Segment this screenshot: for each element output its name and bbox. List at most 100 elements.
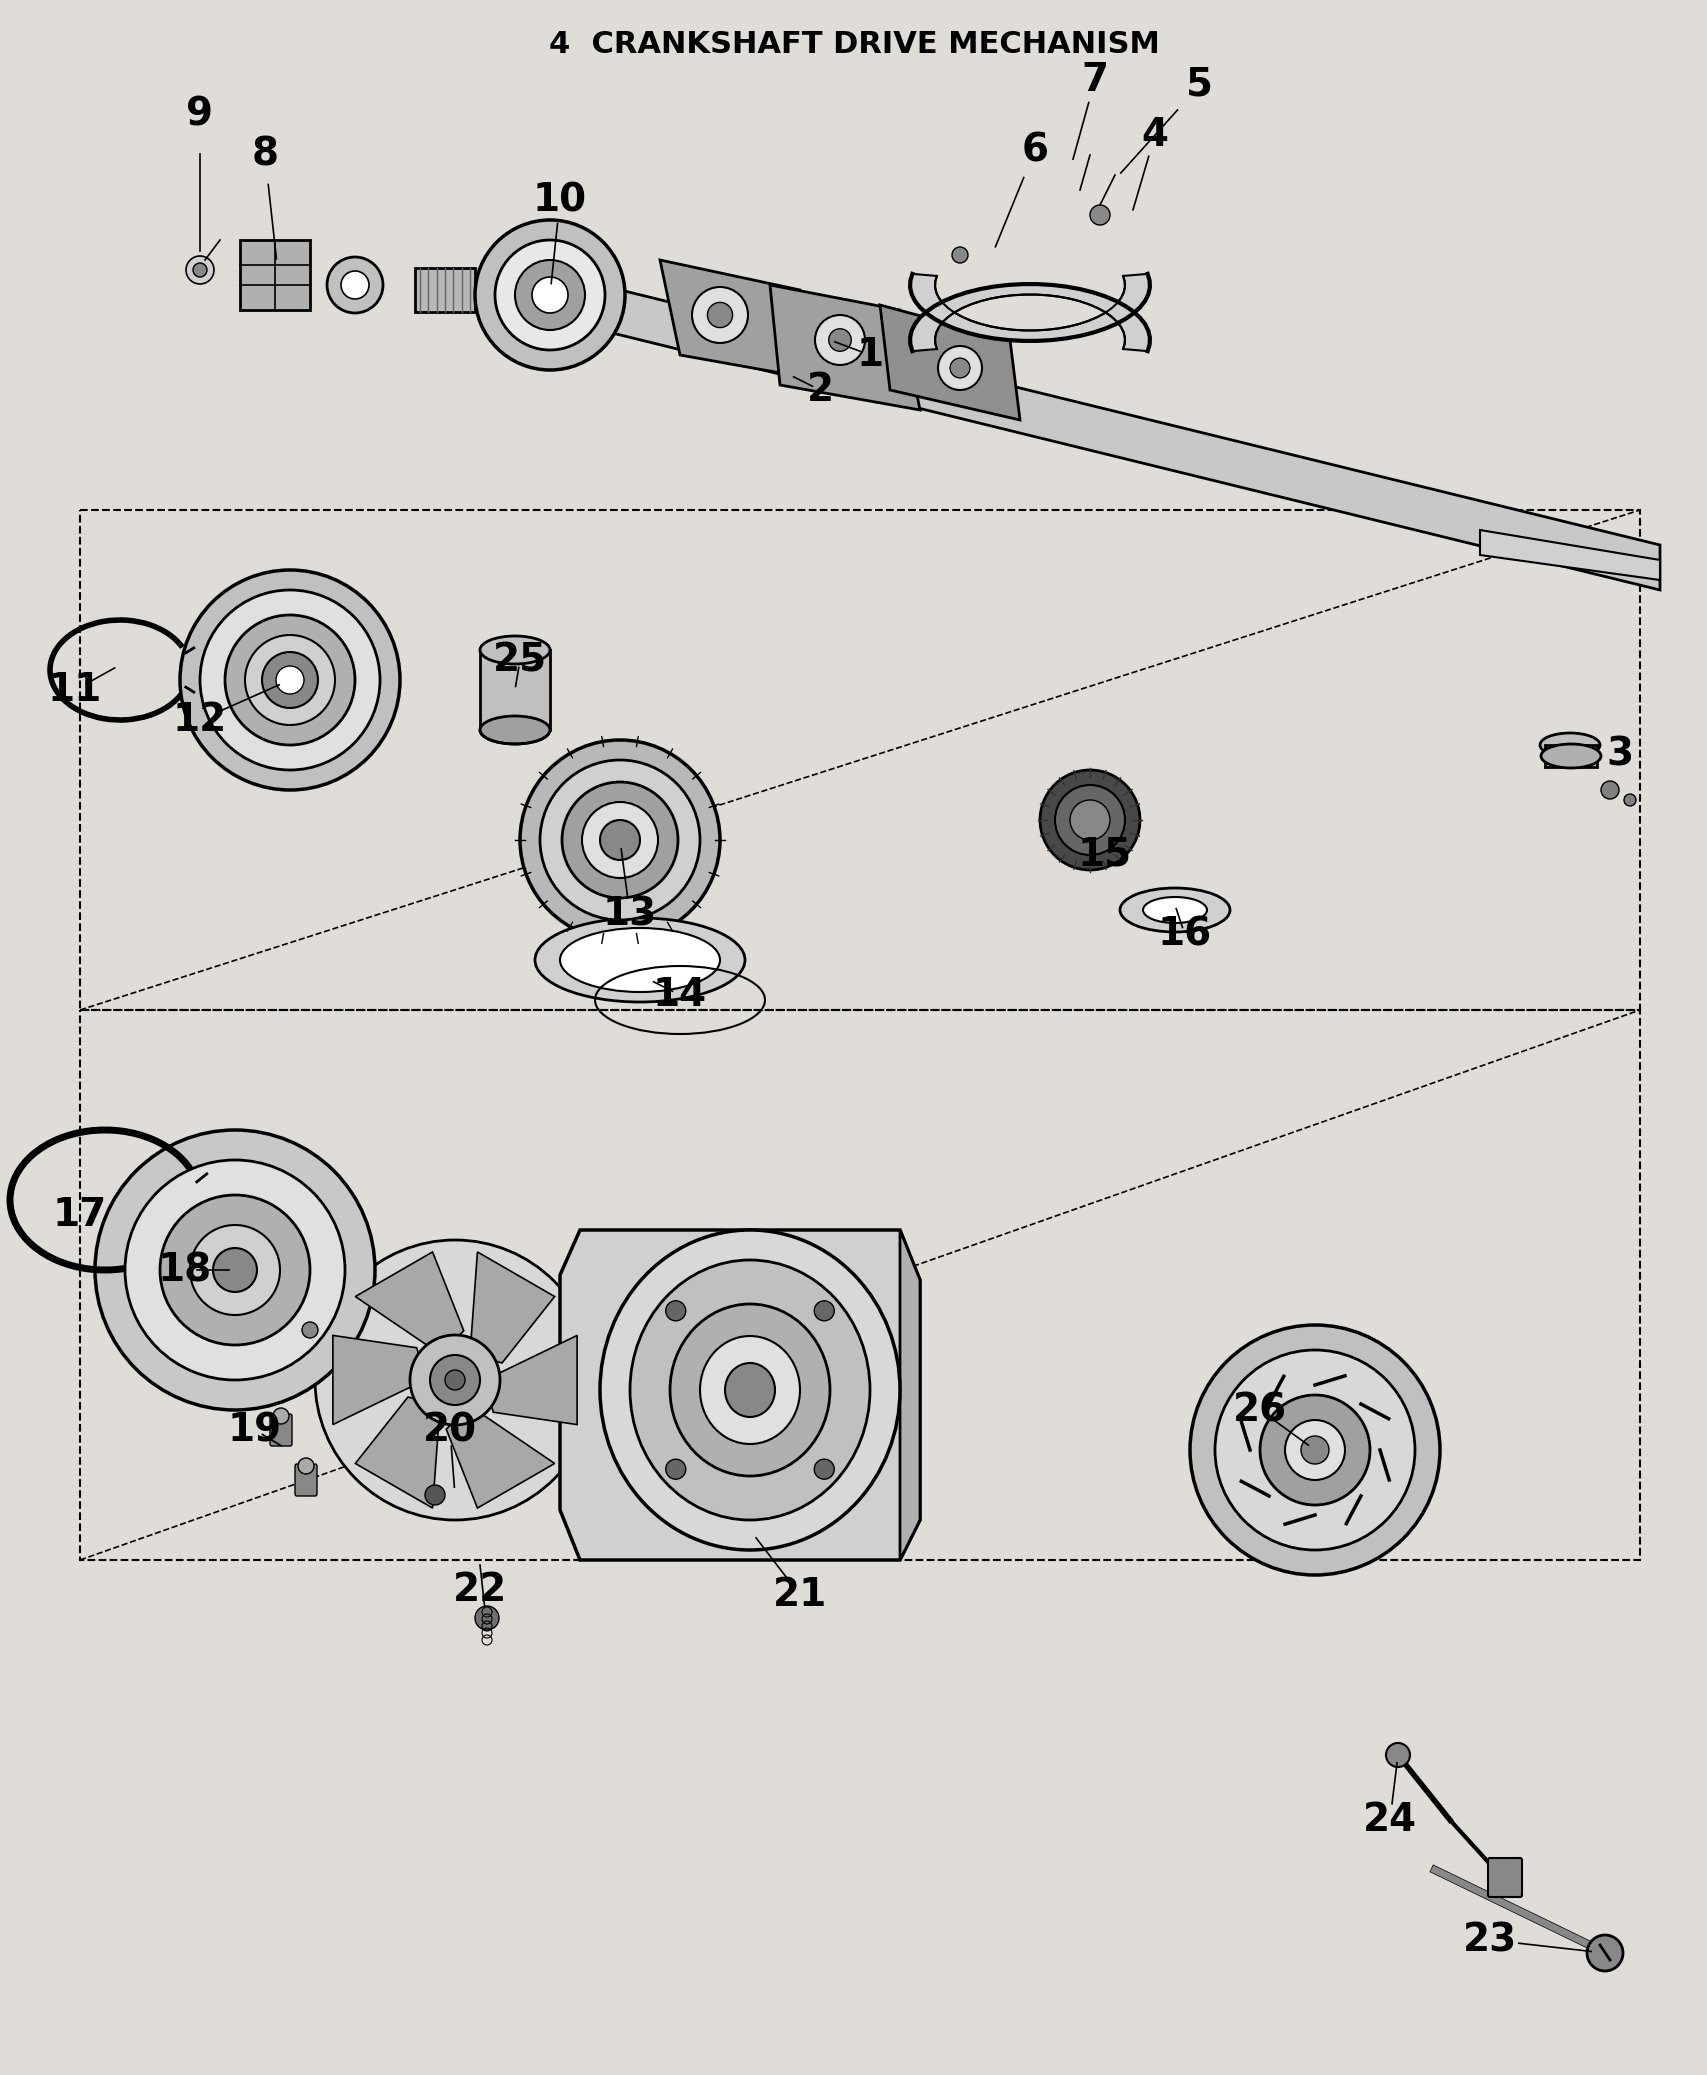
Ellipse shape bbox=[125, 1160, 345, 1380]
Text: 3: 3 bbox=[1606, 737, 1632, 774]
Circle shape bbox=[297, 1459, 314, 1473]
FancyBboxPatch shape bbox=[480, 649, 550, 730]
Circle shape bbox=[446, 1370, 464, 1390]
Text: 5: 5 bbox=[1186, 66, 1212, 104]
FancyBboxPatch shape bbox=[295, 1465, 318, 1496]
Ellipse shape bbox=[630, 1260, 869, 1521]
Text: 25: 25 bbox=[493, 641, 546, 679]
Circle shape bbox=[1089, 205, 1110, 224]
Ellipse shape bbox=[430, 1355, 480, 1405]
Ellipse shape bbox=[1540, 732, 1599, 757]
Ellipse shape bbox=[160, 1195, 309, 1345]
Ellipse shape bbox=[560, 928, 720, 992]
Circle shape bbox=[949, 359, 970, 378]
Text: 7: 7 bbox=[1081, 60, 1108, 100]
Text: 1: 1 bbox=[855, 336, 883, 374]
Text: 6: 6 bbox=[1021, 131, 1048, 168]
Ellipse shape bbox=[700, 1336, 799, 1444]
Polygon shape bbox=[355, 1251, 464, 1355]
Circle shape bbox=[814, 1459, 833, 1479]
Text: 24: 24 bbox=[1362, 1801, 1417, 1838]
Polygon shape bbox=[1480, 529, 1659, 581]
Text: 17: 17 bbox=[53, 1195, 108, 1235]
Polygon shape bbox=[770, 284, 920, 411]
Ellipse shape bbox=[480, 637, 550, 664]
Polygon shape bbox=[333, 1336, 425, 1426]
Polygon shape bbox=[910, 274, 1149, 340]
Ellipse shape bbox=[261, 652, 318, 708]
Text: 23: 23 bbox=[1461, 1921, 1516, 1959]
Polygon shape bbox=[355, 1396, 440, 1509]
Polygon shape bbox=[910, 284, 1149, 351]
Ellipse shape bbox=[277, 666, 304, 693]
Polygon shape bbox=[446, 1407, 555, 1509]
Text: 26: 26 bbox=[1232, 1390, 1287, 1430]
Circle shape bbox=[302, 1322, 318, 1338]
Text: 14: 14 bbox=[652, 975, 707, 1015]
Ellipse shape bbox=[1284, 1419, 1343, 1479]
Ellipse shape bbox=[1260, 1394, 1369, 1504]
Circle shape bbox=[666, 1459, 685, 1479]
Ellipse shape bbox=[562, 782, 678, 898]
Text: 4  CRANKSHAFT DRIVE MECHANISM: 4 CRANKSHAFT DRIVE MECHANISM bbox=[548, 29, 1159, 58]
Ellipse shape bbox=[599, 1230, 900, 1550]
Circle shape bbox=[186, 255, 213, 284]
Polygon shape bbox=[469, 1251, 555, 1363]
Circle shape bbox=[1599, 780, 1618, 799]
Ellipse shape bbox=[669, 1303, 830, 1475]
Circle shape bbox=[828, 328, 850, 351]
Circle shape bbox=[707, 303, 732, 328]
Ellipse shape bbox=[1142, 896, 1207, 923]
Ellipse shape bbox=[516, 259, 586, 330]
Polygon shape bbox=[659, 259, 819, 380]
Text: 10: 10 bbox=[533, 181, 587, 220]
Ellipse shape bbox=[326, 257, 382, 313]
Ellipse shape bbox=[495, 241, 604, 351]
FancyBboxPatch shape bbox=[1545, 745, 1596, 768]
Circle shape bbox=[951, 247, 968, 264]
Polygon shape bbox=[599, 284, 1659, 589]
Polygon shape bbox=[241, 241, 309, 309]
Polygon shape bbox=[560, 1230, 920, 1560]
Ellipse shape bbox=[519, 741, 720, 940]
Ellipse shape bbox=[1540, 745, 1599, 768]
Circle shape bbox=[666, 1301, 685, 1322]
Text: 21: 21 bbox=[773, 1577, 826, 1614]
Ellipse shape bbox=[599, 820, 640, 859]
Ellipse shape bbox=[213, 1247, 256, 1293]
Ellipse shape bbox=[341, 272, 369, 299]
FancyBboxPatch shape bbox=[1487, 1857, 1521, 1897]
Ellipse shape bbox=[1190, 1326, 1439, 1575]
Ellipse shape bbox=[475, 220, 625, 369]
Text: 13: 13 bbox=[603, 896, 657, 934]
Text: 20: 20 bbox=[423, 1411, 476, 1448]
Circle shape bbox=[691, 286, 748, 342]
Text: 18: 18 bbox=[157, 1251, 212, 1289]
Ellipse shape bbox=[1120, 888, 1229, 932]
Ellipse shape bbox=[189, 1224, 280, 1316]
Text: 2: 2 bbox=[806, 371, 833, 409]
Ellipse shape bbox=[314, 1241, 594, 1521]
Text: 9: 9 bbox=[186, 95, 213, 135]
Text: 19: 19 bbox=[227, 1411, 282, 1448]
Ellipse shape bbox=[531, 276, 568, 313]
FancyBboxPatch shape bbox=[270, 1413, 292, 1446]
Polygon shape bbox=[485, 1336, 577, 1426]
Circle shape bbox=[1623, 795, 1635, 805]
Ellipse shape bbox=[244, 635, 335, 724]
Ellipse shape bbox=[582, 803, 657, 878]
Circle shape bbox=[193, 264, 207, 276]
Ellipse shape bbox=[1040, 770, 1139, 869]
Circle shape bbox=[1586, 1936, 1622, 1971]
Polygon shape bbox=[900, 1230, 920, 1560]
Ellipse shape bbox=[200, 589, 379, 770]
Ellipse shape bbox=[480, 716, 550, 745]
Ellipse shape bbox=[724, 1363, 775, 1417]
Circle shape bbox=[937, 347, 982, 390]
Ellipse shape bbox=[539, 759, 700, 919]
Ellipse shape bbox=[179, 571, 399, 791]
Text: 16: 16 bbox=[1157, 915, 1212, 955]
Ellipse shape bbox=[410, 1334, 500, 1426]
Text: 22: 22 bbox=[452, 1571, 507, 1608]
Ellipse shape bbox=[96, 1131, 376, 1411]
